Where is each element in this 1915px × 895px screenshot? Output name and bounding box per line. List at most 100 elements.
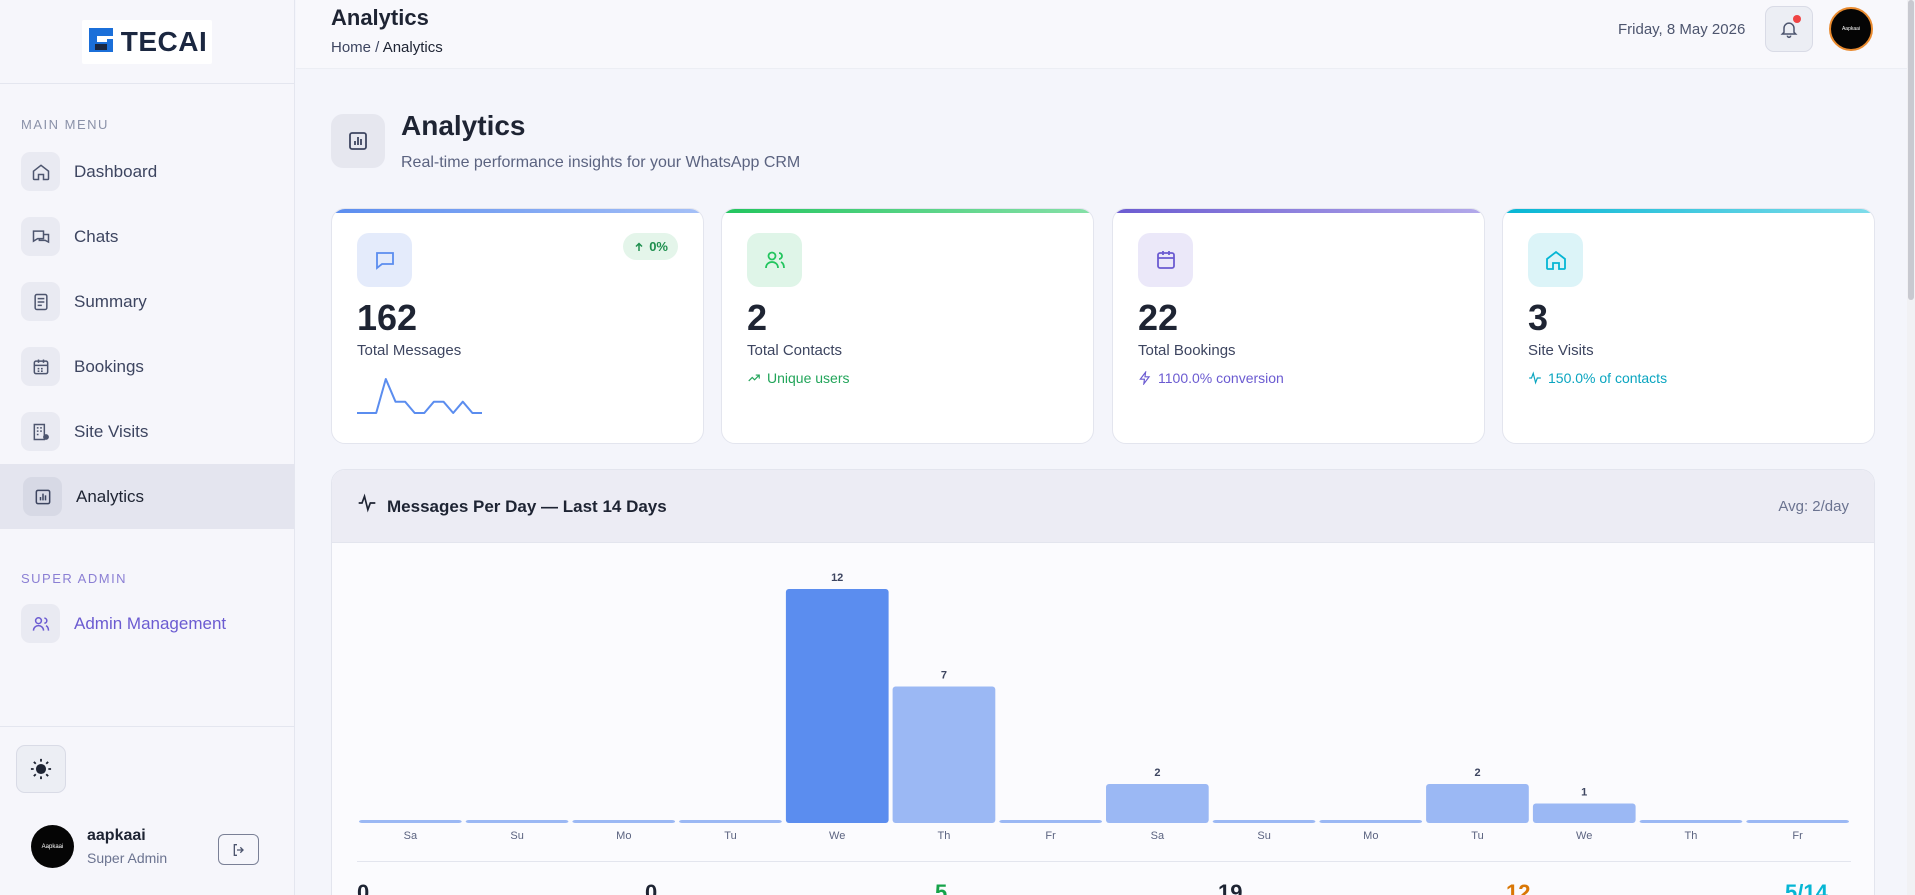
- message-icon: [357, 233, 412, 287]
- x-tick-label: Fr: [1045, 830, 1056, 842]
- activity-icon: [1529, 371, 1541, 385]
- chart-bar[interactable]: [999, 820, 1102, 823]
- sidebar-item-bookings[interactable]: Bookings: [0, 334, 294, 399]
- brand-logo[interactable]: TECAI: [82, 19, 212, 64]
- user-profile[interactable]: Aapkaai aapkaai Super Admin: [31, 825, 167, 868]
- logout-button[interactable]: [218, 834, 259, 865]
- breadcrumb-current: Analytics: [382, 39, 443, 56]
- logo-mark-icon: [88, 27, 113, 52]
- sidebar-item-site-visits[interactable]: Site Visits: [0, 399, 294, 464]
- total-contacts-value: 2: [747, 297, 768, 338]
- sparkline-line: [357, 378, 482, 414]
- home-icon: [21, 152, 60, 191]
- total-messages-label: Total Messages: [357, 342, 462, 359]
- calendar-icon: [21, 347, 60, 386]
- bookings-subtext-label: 1100.0% conversion: [1158, 370, 1284, 386]
- bar-value-label: 2: [1474, 767, 1480, 779]
- chart-bar[interactable]: [892, 686, 996, 824]
- chart-bar[interactable]: [679, 820, 782, 823]
- x-tick-label: Sa: [1151, 830, 1165, 842]
- sidebar-item-label: Analytics: [76, 486, 145, 506]
- chart-divider: [357, 861, 1851, 862]
- users-icon: [747, 233, 802, 287]
- bar-chart-icon: [23, 477, 62, 516]
- chart-bar[interactable]: [785, 589, 889, 823]
- sidebar-item-dashboard[interactable]: Dashboard: [0, 139, 294, 204]
- breadcrumb: Home / Analytics: [331, 39, 443, 56]
- x-tick-label: Mo: [1363, 830, 1378, 842]
- bar-chart-icon: [331, 114, 385, 168]
- site-visits-label: Site Visits: [1528, 342, 1594, 359]
- site-visits-subtext-label: 150.0% of contacts: [1548, 370, 1668, 386]
- sidebar-item-label: Summary: [74, 291, 147, 311]
- bar-value-label: 12: [831, 572, 843, 584]
- trend-up-icon: [748, 374, 760, 382]
- bell-icon: [1780, 22, 1798, 39]
- sidebar-footer: Aapkaai aapkaai Super Admin: [0, 726, 295, 868]
- chart-bar[interactable]: [359, 820, 462, 823]
- breadcrumb-home[interactable]: Home: [331, 39, 372, 56]
- chart-bar[interactable]: [1639, 820, 1743, 823]
- sidebar-item-label: Bookings: [74, 356, 144, 376]
- total-bookings-value: 22: [1138, 297, 1179, 338]
- stat-card-site-visits: 3 Site Visits 150.0% of contacts: [1502, 208, 1875, 444]
- section-subtitle: Real-time performance insights for your …: [401, 154, 801, 171]
- stat-card-bookings: 22 Total Bookings 1100.0% conversion: [1112, 208, 1485, 444]
- top-bar: Analytics Home / Analytics Friday, 8 May…: [296, 0, 1915, 69]
- bar-value-label: 2: [1154, 767, 1160, 779]
- avatar: Aapkaai: [31, 825, 74, 868]
- logout-icon: [233, 843, 244, 856]
- page-scrollbar[interactable]: [1907, 0, 1915, 895]
- sidebar: TECAI MAIN MENU Dashboard Chats Summary: [0, 0, 295, 895]
- section-title: Analytics: [401, 110, 526, 141]
- summary-stat: 5: [935, 880, 948, 895]
- sidebar-item-analytics[interactable]: Analytics: [0, 464, 294, 529]
- messages-per-day-panel: Messages Per Day — Last 14 Days Avg: 2/d…: [331, 469, 1875, 895]
- chart-bar[interactable]: [1746, 820, 1849, 823]
- sidebar-item-admin-management[interactable]: Admin Management: [0, 591, 294, 656]
- notification-dot: [1793, 15, 1801, 23]
- chart-bar[interactable]: [1532, 803, 1636, 824]
- chart-bar[interactable]: [1212, 820, 1316, 823]
- x-tick-label: Th: [1684, 830, 1697, 842]
- summary-stat: 12: [1506, 880, 1531, 895]
- x-tick-label: Tu: [724, 830, 736, 842]
- chart-bar[interactable]: [1426, 784, 1529, 823]
- chart-bar[interactable]: [1319, 820, 1423, 823]
- sidebar-item-label: Dashboard: [74, 161, 158, 181]
- x-tick-label: We: [829, 830, 845, 842]
- sidebar-item-chats[interactable]: Chats: [0, 204, 294, 269]
- total-bookings-label: Total Bookings: [1138, 342, 1236, 359]
- chart-bar[interactable]: [572, 820, 676, 823]
- sidebar-item-label: Admin Management: [74, 613, 227, 633]
- summary-stat: 5/14: [1785, 880, 1828, 895]
- stat-card-messages: 0% 162 Total Messages: [331, 208, 704, 444]
- scrollbar-thumb[interactable]: [1908, 0, 1914, 300]
- profile-avatar[interactable]: Aapkaai: [1829, 7, 1873, 51]
- logo-area: TECAI: [0, 0, 294, 84]
- chart-header: Messages Per Day — Last 14 Days Avg: 2/d…: [332, 470, 1874, 543]
- x-tick-label: Tu: [1471, 830, 1483, 842]
- chart-average: Avg: 2/day: [1778, 498, 1849, 515]
- card-accent-strip: [1113, 209, 1484, 213]
- sidebar-item-label: Site Visits: [74, 421, 149, 441]
- sidebar-item-summary[interactable]: Summary: [0, 269, 294, 334]
- chart-bar[interactable]: [465, 820, 569, 823]
- breadcrumb-separator: /: [371, 39, 383, 56]
- document-icon: [21, 282, 60, 321]
- lightning-icon: [1139, 371, 1151, 385]
- x-tick-label: We: [1576, 830, 1592, 842]
- theme-toggle-button[interactable]: [16, 745, 66, 793]
- contacts-subtext: Unique users: [747, 370, 850, 386]
- notifications-button[interactable]: [1765, 6, 1813, 52]
- summary-stat: 0: [645, 880, 658, 895]
- total-contacts-label: Total Contacts: [747, 342, 843, 359]
- summary-stat: 19: [1218, 880, 1243, 895]
- sidebar-item-label: Chats: [74, 226, 119, 246]
- sun-icon: [30, 758, 52, 780]
- chart-bar[interactable]: [1106, 784, 1209, 823]
- x-tick-label: Sa: [404, 830, 418, 842]
- card-accent-strip: [1503, 209, 1874, 213]
- stat-card-contacts: 2 Total Contacts Unique users: [721, 208, 1094, 444]
- activity-icon: [358, 493, 376, 513]
